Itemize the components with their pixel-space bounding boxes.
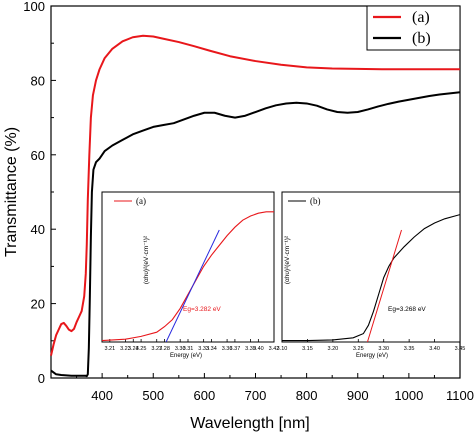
main-x-tick-label: 500	[142, 388, 164, 403]
main-x-tick-label: 600	[194, 388, 216, 403]
inset-a-data-curve	[102, 211, 274, 342]
inset-b-data-curve	[282, 214, 460, 342]
main-y-axis-title: Transmittance (%)	[3, 127, 20, 257]
main-x-tick-label: 400	[91, 388, 113, 403]
main-legend: (a) (b)	[366, 5, 461, 51]
main-y-tick-label: 60	[31, 148, 45, 163]
inset-a-x-tick-label: 3.34	[206, 346, 217, 352]
inset-b-frame	[281, 191, 461, 343]
inset-b-series-group	[282, 214, 460, 342]
legend-label-b: (b)	[412, 30, 431, 47]
inset-chart-b: 3.10 3.15 3.20 3.25 3.30 3.35 3.40 3.45 (b) Ene…	[277, 191, 466, 359]
series-line-b	[50, 91, 461, 378]
inset-a-fit-line	[165, 229, 220, 342]
inset-b-x-tick-label: 3.35	[404, 346, 415, 352]
series-line-a	[50, 34, 460, 356]
inset-b-y-axis-title: (αhυ)²(eV·cm⁻¹)²	[284, 235, 291, 284]
inset-a-x-tick-label: 3.28	[159, 346, 170, 352]
inset-a-eg-annotation: Eg=3.282 eV	[183, 306, 221, 313]
inset-a-x-tick-label: 3.39	[245, 346, 256, 352]
inset-a-x-axis-title: Energy (eV)	[170, 353, 202, 359]
inset-a-x-tick-label: 3.33	[198, 346, 209, 352]
inset-a-x-tick-label: 3.24	[128, 346, 139, 352]
inset-b-x-tick-label: 3.30	[378, 346, 389, 352]
main-y-tick-label: 0	[38, 371, 45, 386]
inset-a-x-tick-label: 3.27	[151, 346, 162, 352]
main-x-tick-label: 700	[245, 388, 267, 403]
inset-b-ticks: 3.10 3.15 3.20 3.25 3.30 3.35 3.40 3.45	[277, 339, 466, 352]
main-x-tick-label: 1100	[446, 388, 474, 403]
inset-a-plot-area	[102, 211, 274, 342]
inset-b-legend-label: (b)	[310, 196, 321, 206]
main-y-tick-label: 40	[31, 222, 45, 237]
inset-b-x-tick-label: 3.25	[353, 346, 364, 352]
main-legend-box	[366, 5, 461, 51]
main-x-tick-label: 900	[347, 388, 369, 403]
inset-a-series-group	[102, 211, 274, 342]
main-x-tick-label: 800	[296, 388, 318, 403]
inset-a-y-axis-title: (αhυ)²(eV·cm⁻¹)²	[143, 235, 150, 284]
inset-a-x-tick-label: 3.42	[269, 346, 280, 352]
main-y-tick-label: 20	[31, 297, 45, 312]
inset-a-legend-label: (a)	[136, 196, 146, 206]
main-y-tick-label: 100	[23, 0, 45, 14]
inset-b-x-tick-label: 3.40	[429, 346, 440, 352]
inset-chart-a: 3.21 3.233.243.25 3.273.28 3.303.31 3.333.34…	[101, 191, 279, 359]
main-series-group	[50, 34, 461, 378]
main-x-tick-label: 1000	[394, 388, 423, 403]
inset-b-fit-line	[366, 229, 402, 342]
legend-label-a: (a)	[412, 9, 430, 26]
main-axis-ticks: 400 500 600 700 800 900 1000 1100 0 20 40 60 80 100	[23, 0, 474, 403]
inset-b-x-axis-title: Energy (eV)	[356, 353, 388, 359]
inset-a-x-tick-label: 3.37	[230, 346, 241, 352]
inset-a-x-tick-label: 3.23	[120, 346, 131, 352]
inset-a-frame	[101, 191, 275, 343]
inset-b-x-tick-label: 3.10	[277, 346, 288, 352]
inset-a-x-tick-label: 3.30	[175, 346, 186, 352]
inset-b-x-tick-label: 3.45	[455, 346, 466, 352]
inset-a-x-tick-label: 3.21	[104, 346, 115, 352]
inset-b-x-tick-label: 3.15	[302, 346, 313, 352]
inset-a-x-tick-label: 3.40	[253, 346, 264, 352]
inset-a-x-tick-label: 3.31	[183, 346, 194, 352]
main-y-tick-label: 80	[31, 73, 45, 88]
inset-b-eg-annotation: Eg=3.268 eV	[388, 306, 426, 313]
main-x-axis-title: Wavelength [nm]	[190, 415, 309, 432]
inset-b-x-tick-label: 3.20	[327, 346, 338, 352]
inset-a-x-tick-label: 3.25	[136, 346, 147, 352]
inset-a-x-tick-label: 3.36	[222, 346, 233, 352]
inset-a-ticks: 3.21 3.233.243.25 3.273.28 3.303.31 3.333.34…	[104, 339, 279, 352]
inset-b-plot-area	[282, 214, 460, 342]
